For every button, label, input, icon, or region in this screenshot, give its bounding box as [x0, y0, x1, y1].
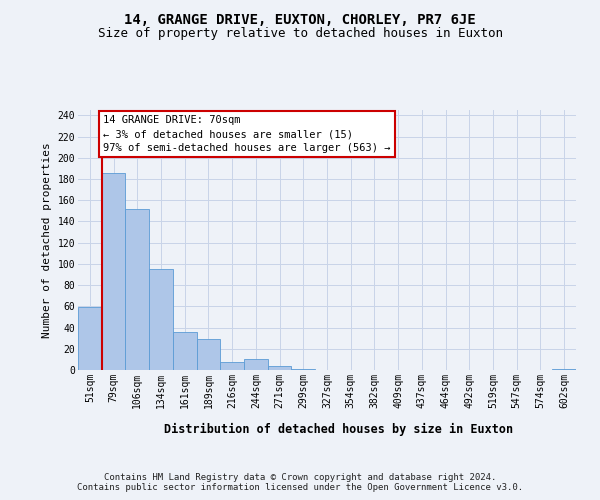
Bar — [78, 308, 102, 370]
Y-axis label: Number of detached properties: Number of detached properties — [42, 142, 52, 338]
Text: Size of property relative to detached houses in Euxton: Size of property relative to detached ho… — [97, 28, 503, 40]
Text: 14 GRANGE DRIVE: 70sqm
← 3% of detached houses are smaller (15)
97% of semi-deta: 14 GRANGE DRIVE: 70sqm ← 3% of detached … — [103, 116, 391, 154]
Bar — [125, 208, 149, 370]
Text: Distribution of detached houses by size in Euxton: Distribution of detached houses by size … — [164, 422, 514, 436]
Bar — [552, 369, 576, 370]
Bar — [173, 332, 197, 370]
Text: 14, GRANGE DRIVE, EUXTON, CHORLEY, PR7 6JE: 14, GRANGE DRIVE, EUXTON, CHORLEY, PR7 6… — [124, 12, 476, 26]
Bar — [244, 360, 268, 370]
Bar — [268, 366, 292, 370]
Bar — [197, 339, 220, 370]
Text: Contains HM Land Registry data © Crown copyright and database right 2024.
Contai: Contains HM Land Registry data © Crown c… — [77, 472, 523, 492]
Bar — [102, 172, 125, 370]
Bar — [220, 362, 244, 370]
Bar — [292, 369, 315, 370]
Bar — [149, 269, 173, 370]
